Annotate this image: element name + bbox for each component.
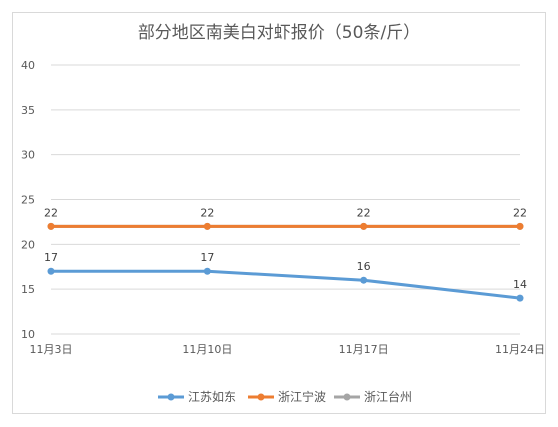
data-label: 17	[200, 251, 214, 264]
data-label: 14	[513, 278, 527, 291]
legend: 江苏如东 浙江宁波 浙江台州	[158, 389, 412, 404]
data-label: 22	[357, 206, 371, 219]
chart-title: 部分地区南美白对虾报价（50条/斤）	[137, 23, 421, 43]
x-axis-tick-labels: 11月3日 11月10日 11月17日 11月24日	[30, 343, 546, 356]
series-line-1	[51, 269, 521, 300]
data-label: 22	[200, 206, 214, 219]
chart-frame	[12, 12, 546, 414]
data-point	[203, 267, 211, 275]
x-tick-label: 11月24日	[495, 343, 545, 356]
legend-marker	[257, 393, 265, 401]
data-point	[47, 222, 55, 230]
x-tick-label: 11月3日	[30, 343, 73, 356]
data-label: 22	[44, 206, 58, 219]
data-label: 16	[357, 260, 371, 273]
x-tick-label: 11月10日	[182, 343, 232, 356]
data-label: 17	[44, 251, 58, 264]
legend-label: 浙江宁波	[278, 389, 326, 404]
y-tick-label: 40	[21, 59, 35, 72]
data-point	[360, 276, 368, 284]
data-point	[47, 267, 55, 275]
y-axis-tick-labels: 10 15 20 25 30 35 40	[21, 59, 35, 341]
data-point	[203, 222, 211, 230]
y-tick-label: 20	[21, 238, 35, 251]
gridlines	[51, 64, 520, 335]
y-tick-label: 35	[21, 104, 35, 117]
data-point	[516, 294, 524, 302]
series-lines	[47, 222, 524, 302]
legend-label: 浙江台州	[364, 389, 412, 404]
data-labels: 17 17 16 14 22 22 22 22	[44, 206, 527, 291]
y-tick-label: 25	[21, 194, 35, 207]
legend-label: 江苏如东	[188, 389, 236, 404]
data-point	[516, 222, 524, 230]
data-label: 22	[513, 206, 527, 219]
y-tick-label: 30	[21, 149, 35, 162]
legend-marker	[167, 393, 175, 401]
y-tick-label: 10	[21, 328, 35, 341]
y-tick-label: 15	[21, 283, 35, 296]
x-tick-label: 11月17日	[339, 343, 389, 356]
data-point	[360, 222, 368, 230]
legend-marker	[343, 393, 351, 401]
